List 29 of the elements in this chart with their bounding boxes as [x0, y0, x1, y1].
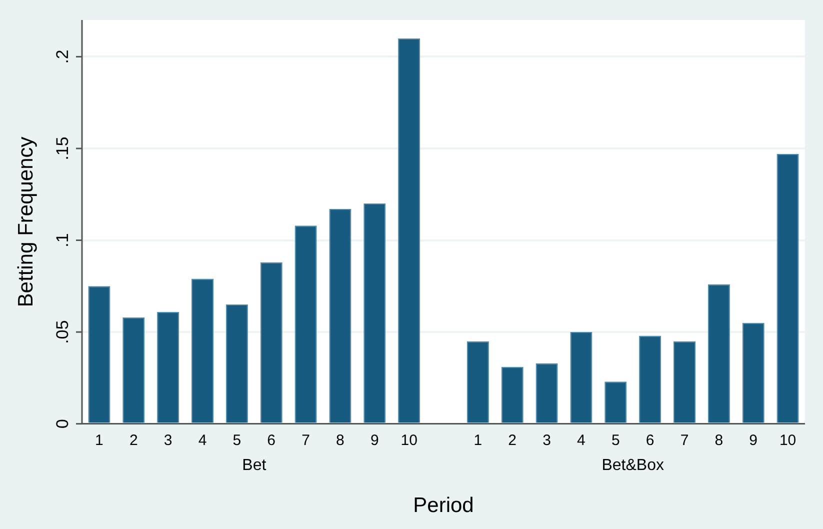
x-tick-label: 7	[680, 432, 689, 449]
x-tick-label: 3	[164, 432, 172, 449]
x-tick-label: 4	[198, 432, 207, 449]
x-tick-label: 1	[474, 432, 482, 449]
x-tick-label: 2	[508, 432, 517, 449]
y-tick-label: .1	[53, 233, 72, 248]
y-tick-label: 0	[53, 419, 72, 429]
x-tick-label: 7	[302, 432, 310, 449]
x-tick-label: 6	[646, 432, 654, 449]
x-tick-label: 6	[267, 432, 276, 449]
x-tick-label: 9	[749, 432, 758, 449]
x-tick-label: 5	[611, 432, 620, 449]
text: Bet&Box	[602, 457, 664, 474]
x-tick-label: 3	[542, 432, 551, 449]
y-tick-label: .15	[53, 136, 72, 160]
text: Bet	[242, 457, 267, 474]
y-tick-label: .05	[53, 320, 72, 344]
x-tick-label: 4	[577, 432, 586, 449]
x-tick-label: 9	[370, 432, 379, 449]
x-tick-label: 5	[232, 432, 242, 449]
y-tick-label: .2	[53, 50, 72, 64]
x-tick-label: 1	[95, 432, 104, 449]
x-tick-label: 2	[129, 432, 138, 449]
y-axis-title: Betting Frequency	[14, 136, 38, 308]
x-tick-label: 8	[714, 432, 724, 449]
x-tick-label: 10	[779, 432, 796, 449]
x-tick-label: 10	[400, 432, 418, 449]
x-tick-label: 8	[336, 432, 344, 449]
x-axis-title: Period	[413, 494, 474, 518]
